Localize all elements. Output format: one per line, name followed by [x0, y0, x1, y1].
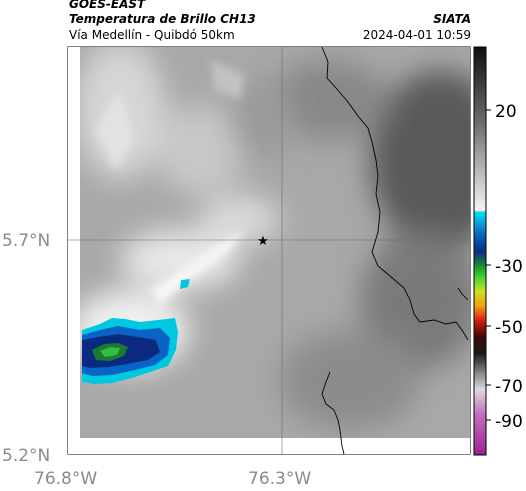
xtick-76.3W: 76.3°W: [248, 469, 311, 489]
location-label: Vía Medellín - Quibdó 50km: [69, 28, 235, 42]
brightness-temperature-field: [68, 47, 470, 454]
colorbar-tick-m70: -70: [495, 377, 523, 397]
satellite-title: GOES-EAST: [69, 0, 146, 11]
ytick-5.7N: 5.7°N: [2, 231, 50, 251]
xtick-76.8W: 76.8°W: [34, 469, 97, 489]
colorbar: [473, 46, 487, 456]
datetime-label: 2024-04-01 10:59: [362, 28, 471, 42]
colorbar-tick-m50: -50: [495, 318, 523, 338]
department-border: [321, 47, 469, 341]
star-marker: ★: [257, 234, 269, 249]
cold-cloud-cluster: [82, 279, 190, 384]
organization-label: SIATA: [433, 12, 471, 26]
colorbar-tick-m30: -30: [495, 257, 523, 277]
colorbar-tick-m90: -90: [495, 412, 523, 432]
ytick-5.2N: 5.2°N: [2, 446, 50, 466]
department-border-south: [321, 371, 345, 454]
product-title: Temperatura de Brillo CH13: [69, 12, 256, 26]
colorbar-tick-20: 20: [495, 102, 517, 122]
